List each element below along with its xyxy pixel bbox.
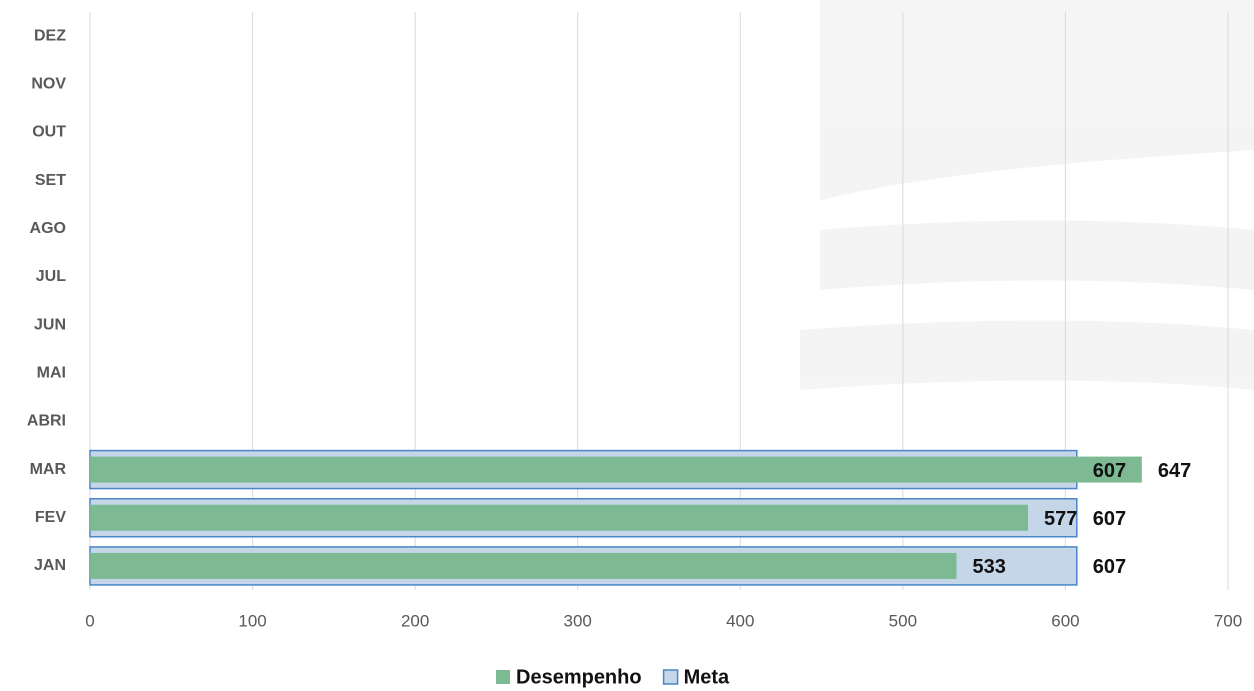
data-label: 533 bbox=[973, 556, 1006, 578]
data-label: 647 bbox=[1158, 460, 1191, 482]
y-tick-label: NOV bbox=[31, 75, 66, 92]
y-tick-label: SET bbox=[35, 172, 66, 189]
y-tick-label: ABRI bbox=[27, 413, 66, 430]
y-tick-label: MAR bbox=[30, 461, 67, 478]
x-tick-label: 0 bbox=[85, 611, 94, 630]
legend-label: Desempenho bbox=[516, 666, 642, 688]
data-label: 607 bbox=[1093, 556, 1126, 578]
x-tick-label: 100 bbox=[238, 611, 266, 630]
y-tick-label: OUT bbox=[32, 124, 66, 141]
legend-label: Meta bbox=[684, 666, 730, 688]
legend-swatch bbox=[662, 669, 679, 685]
y-tick-label: JUL bbox=[36, 268, 66, 285]
y-tick-label: FEV bbox=[35, 509, 66, 526]
x-tick-label: 300 bbox=[564, 611, 592, 630]
bar bbox=[90, 504, 1029, 531]
bar bbox=[90, 552, 957, 579]
y-tick-label: JUN bbox=[34, 316, 66, 333]
data-label: 607 bbox=[1093, 460, 1126, 482]
data-label: 577 bbox=[1044, 508, 1077, 530]
x-tick-label: 400 bbox=[726, 611, 754, 630]
data-label: 607 bbox=[1093, 508, 1126, 530]
y-tick-label: DEZ bbox=[34, 27, 66, 44]
x-tick-label: 700 bbox=[1214, 611, 1242, 630]
x-tick-label: 200 bbox=[401, 611, 429, 630]
x-tick-label: 600 bbox=[1051, 611, 1079, 630]
legend-swatch bbox=[496, 670, 510, 684]
y-tick-label: AGO bbox=[30, 220, 66, 237]
bar bbox=[90, 456, 1142, 483]
watermark bbox=[800, 0, 1254, 390]
y-tick-label: JAN bbox=[34, 557, 66, 574]
x-tick-label: 500 bbox=[889, 611, 917, 630]
y-tick-label: MAI bbox=[37, 364, 66, 381]
